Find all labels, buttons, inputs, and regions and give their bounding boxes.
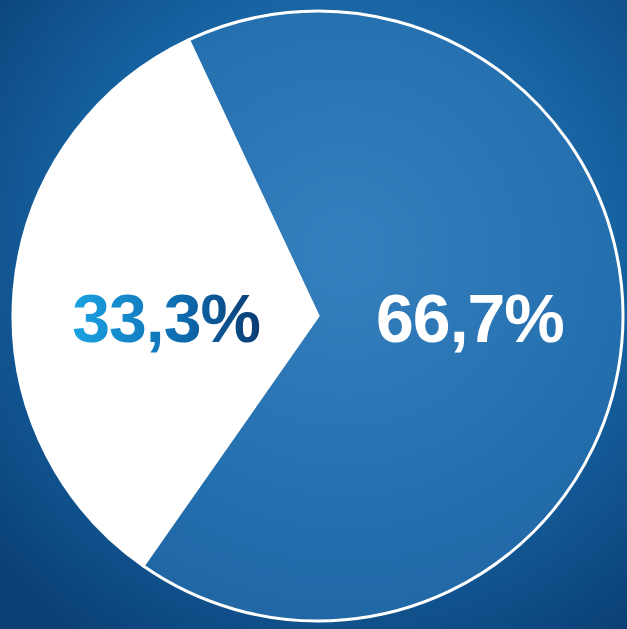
background (0, 0, 627, 629)
data-label: 66,7% (376, 280, 564, 356)
labels: 33,3% 66,7% (72, 280, 564, 356)
data-label: 33,3% (72, 280, 260, 356)
pie (13, 11, 623, 621)
chart: 33,3% 66,7% (0, 0, 627, 629)
